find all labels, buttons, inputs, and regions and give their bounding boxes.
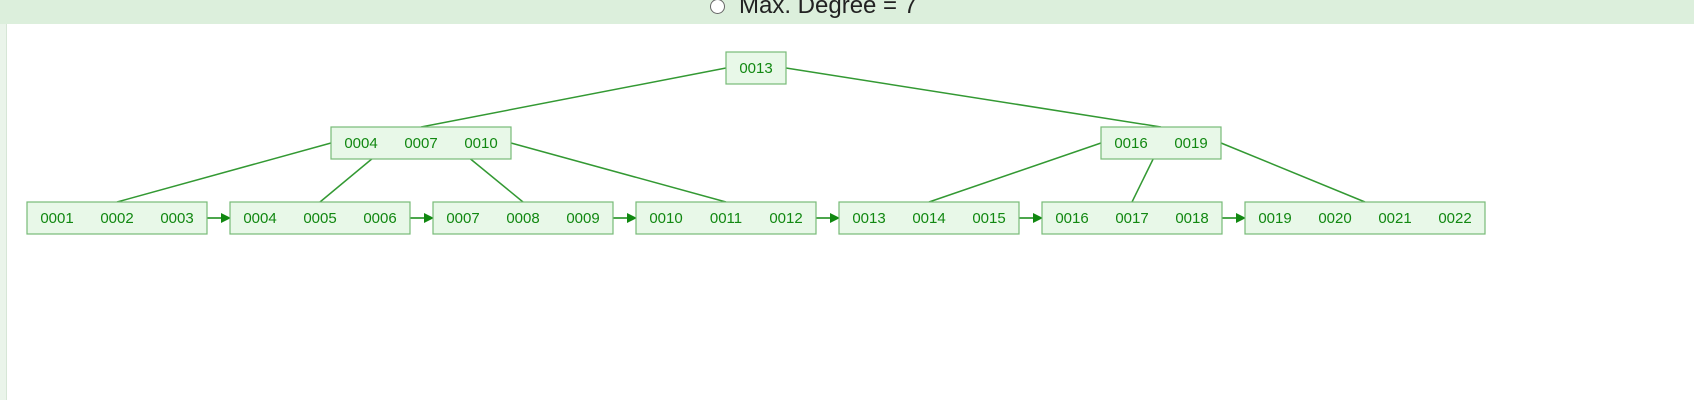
leaf-node: 0019 0020 0021 0022 [1244,201,1486,235]
leaf-node: 0016 0017 0018 [1041,201,1223,235]
node-key: 0003 [160,210,193,227]
controls-bar: Max. Degree = 7 [0,0,1694,24]
leaf-node: 0007 0008 0009 [432,201,614,235]
node-key: 0007 [446,210,479,227]
node-key: 0004 [344,135,377,152]
tree-edge [116,142,332,203]
leaf-node-box [432,201,614,235]
node-key: 0019 [1174,135,1207,152]
tree-edge [420,67,727,128]
node-key: 0014 [912,210,945,227]
leaf-node: 0013 0014 0015 [838,201,1020,235]
node-key: 0012 [769,210,802,227]
node-key: 0001 [40,210,73,227]
node-key: 0021 [1378,210,1411,227]
node-key: 0006 [363,210,396,227]
tree-edge [1220,142,1366,203]
canvas-left-border [0,24,7,400]
internal-node-box [1100,126,1222,160]
root-node: 0013 [725,51,787,85]
node-key: 0017 [1115,210,1148,227]
node-key: 0010 [649,210,682,227]
internal-node: 0016 0019 [1100,126,1222,160]
node-key: 0002 [100,210,133,227]
internal-node: 0004 0007 0010 [330,126,512,160]
node-key: 0020 [1318,210,1351,227]
tree-edge [928,142,1102,203]
root-node-box [725,51,787,85]
node-key: 0016 [1055,210,1088,227]
node-key: 0022 [1438,210,1471,227]
leaf-node-box [1244,201,1486,235]
node-key: 0013 [852,210,885,227]
node-key: 0013 [739,60,772,77]
tree-edge [785,67,1162,128]
node-key: 0010 [464,135,497,152]
max-degree-label: Max. Degree = 7 [739,0,918,19]
internal-node-box [330,126,512,160]
leaf-node: 0010 0011 0012 [635,201,817,235]
node-key: 0019 [1258,210,1291,227]
leaf-node: 0001 0002 0003 [26,201,208,235]
leaf-node-box [1041,201,1223,235]
node-key: 0007 [404,135,437,152]
leaf-node-box [229,201,411,235]
node-key: 0018 [1175,210,1208,227]
node-key: 0015 [972,210,1005,227]
node-key: 0011 [710,210,742,227]
node-key: 0016 [1114,135,1147,152]
leaf-node-box [635,201,817,235]
leaf-node: 0004 0005 0006 [229,201,411,235]
tree-edge [510,142,727,203]
leaf-node-box [838,201,1020,235]
max-degree-option[interactable]: Max. Degree = 7 [710,0,918,19]
node-key: 0004 [243,210,276,227]
max-degree-radio[interactable] [710,0,725,14]
node-key: 0008 [506,210,539,227]
leaf-node-box [26,201,208,235]
node-key: 0009 [566,210,599,227]
nodes-layer: 0013 0004 0007 0010 0016 0019 0001 0002 0003 0004… [26,51,1486,235]
node-key: 0005 [303,210,336,227]
